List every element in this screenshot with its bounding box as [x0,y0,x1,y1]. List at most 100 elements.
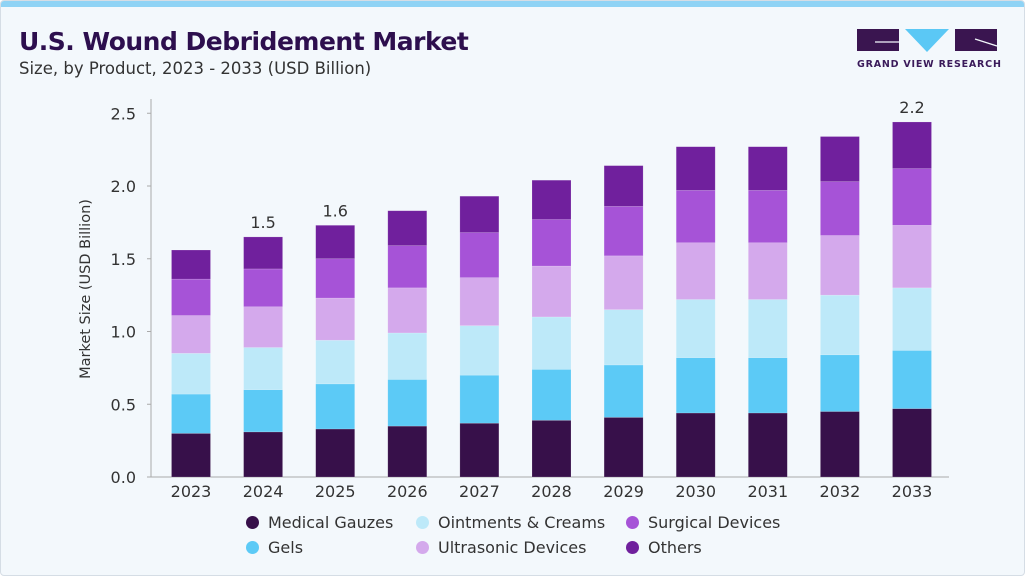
bar-segment-medical-gauzes-2023 [171,433,211,478]
bar-segment-surgical-devices-2025 [315,258,356,299]
bar-segment-others-2029 [603,165,644,207]
legend-label: Gels [268,538,304,557]
bar-segment-ointments-creams-2031 [747,299,788,358]
x-tick-label: 2023 [171,482,212,501]
bar-segment-medical-gauzes-2032 [820,411,860,478]
bar-segment-ultrasonic-devices-2028 [531,265,572,318]
bar-segment-others-2025 [315,224,356,260]
bar-segment-others-2028 [531,179,572,220]
bar-segment-medical-gauzes-2030 [675,412,716,478]
bar-segment-ointments-creams-2024 [243,347,283,391]
bar-segment-ultrasonic-devices-2023 [171,315,211,354]
bar-segment-gels-2033 [892,350,932,409]
x-tick-label: 2025 [315,482,356,501]
bar-segment-surgical-devices-2031 [747,190,788,244]
bar-segment-others-2027 [459,195,500,233]
legend-label: Surgical Devices [648,513,781,532]
legend-swatch-icon [416,541,429,554]
legend-label: Ultrasonic Devices [438,538,587,557]
bar-segment-ultrasonic-devices-2029 [603,255,644,310]
bar-segment-gels-2025 [315,383,356,430]
legend-item: Ultrasonic Devices [416,538,586,557]
bar-segment-medical-gauzes-2033 [892,408,932,478]
legend-swatch-icon [246,516,259,529]
bar-segment-ultrasonic-devices-2031 [747,242,788,300]
data-label: 1.6 [322,201,347,220]
bar-segment-ultrasonic-devices-2030 [675,242,716,300]
bar-segment-gels-2029 [603,364,644,418]
bar-segment-ointments-creams-2023 [171,353,211,395]
bar-segment-others-2030 [675,146,716,191]
bar-segment-ultrasonic-devices-2025 [315,297,356,341]
chart-subtitle: Size, by Product, 2023 - 2033 (USD Billi… [19,59,372,78]
x-tick-label: 2027 [459,482,500,501]
bar-segment-medical-gauzes-2026 [387,425,428,478]
bar-segment-gels-2024 [243,389,283,433]
bar-segment-gels-2030 [675,357,716,414]
bar-segment-ointments-creams-2030 [675,299,716,358]
bar-segment-ultrasonic-devices-2024 [243,306,283,348]
legend-item: Others [626,538,702,557]
bar-segment-others-2033 [892,121,932,169]
bar-segment-others-2026 [387,210,428,246]
bar-segment-gels-2028 [531,369,572,421]
x-tick-label: 2024 [243,482,284,501]
grand-view-research-logo: GRAND VIEW RESEARCH [857,29,1002,73]
bar-segment-medical-gauzes-2024 [243,431,283,478]
bar-segment-gels-2023 [171,393,211,434]
legend-item: Ointments & Creams [416,513,605,532]
bar-segment-surgical-devices-2032 [820,181,860,236]
bar-segment-medical-gauzes-2027 [459,422,500,478]
legend-swatch-icon [246,541,259,554]
y-tick-label: 1.5 [111,250,136,269]
legend-label: Others [648,538,702,557]
gvr-logo-icon [857,29,998,52]
legend-swatch-icon [626,516,639,529]
chart-title: U.S. Wound Debridement Market [19,27,469,56]
logo-text: GRAND VIEW RESEARCH [857,59,1002,70]
bar-segment-others-2031 [747,146,788,191]
y-tick-label: 2.5 [111,104,136,123]
bar-segment-medical-gauzes-2029 [603,417,644,478]
bar-segment-gels-2027 [459,374,500,424]
top-accent-bar [1,1,1024,7]
bar-segment-ultrasonic-devices-2027 [459,277,500,326]
bar-segment-ointments-creams-2033 [892,287,932,351]
bar-segment-medical-gauzes-2028 [531,419,572,478]
bar-segment-surgical-devices-2027 [459,232,500,278]
bar-segment-surgical-devices-2024 [243,268,283,308]
legend-label: Ointments & Creams [438,513,606,532]
legend-label: Medical Gauzes [268,513,394,532]
bar-segment-others-2032 [820,136,860,182]
bar-segment-surgical-devices-2028 [531,219,572,267]
x-tick-label: 2032 [820,482,861,501]
x-tick-label: 2028 [531,482,572,501]
bar-segment-ultrasonic-devices-2033 [892,224,932,289]
x-tick-label: 2033 [892,482,933,501]
legend-item: Surgical Devices [626,513,780,532]
legend-swatch-icon [416,516,429,529]
bar-segment-others-2024 [243,236,283,270]
data-label: 1.5 [250,213,275,232]
bar-segment-surgical-devices-2026 [387,245,428,289]
y-tick-label: 2.0 [111,177,136,196]
bar-segment-ointments-creams-2025 [315,339,356,385]
bar-segment-surgical-devices-2030 [675,190,716,244]
y-tick-label: 0.5 [111,395,136,414]
bar-segment-gels-2031 [747,357,788,414]
x-tick-label: 2030 [675,482,716,501]
bar-segment-ultrasonic-devices-2032 [820,235,860,296]
bar-segment-gels-2026 [387,379,428,427]
bar-segment-ultrasonic-devices-2026 [387,287,428,334]
bar-segment-surgical-devices-2029 [603,206,644,257]
data-label: 2.2 [899,98,924,117]
bar-segment-gels-2032 [820,354,860,412]
y-tick-label: 1.0 [111,323,136,342]
x-tick-label: 2029 [603,482,644,501]
legend-item: Medical Gauzes [246,513,393,532]
bar-segment-surgical-devices-2023 [171,278,211,316]
bar-segment-ointments-creams-2026 [387,332,428,380]
bar-segment-surgical-devices-2033 [892,168,932,226]
